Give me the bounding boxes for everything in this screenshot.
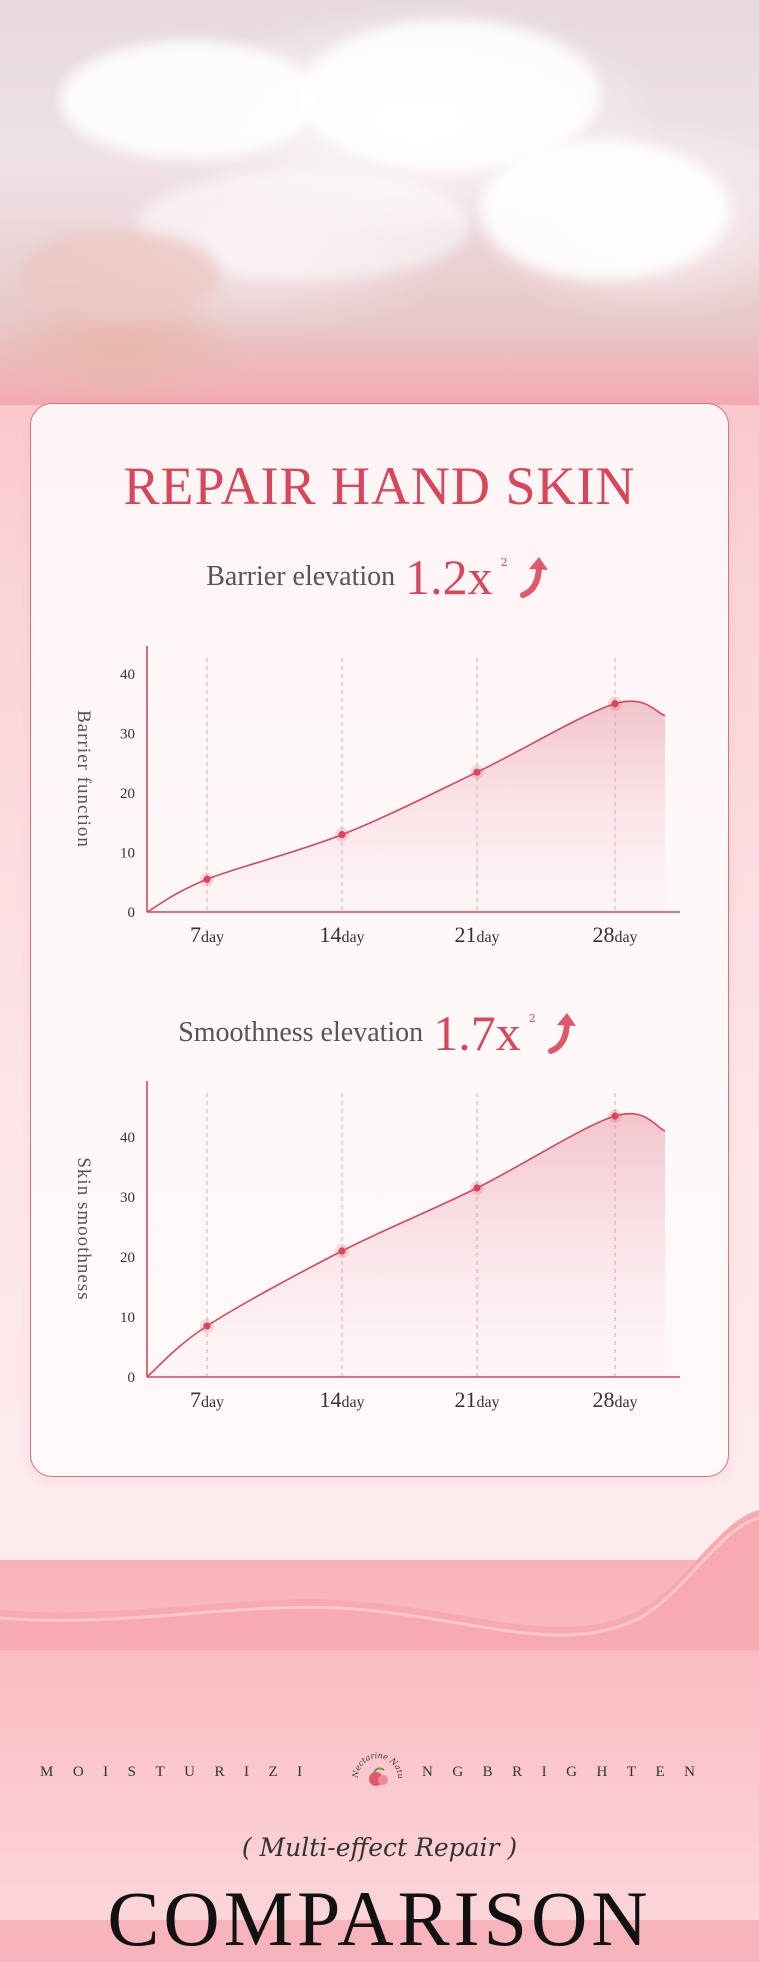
data-point bbox=[203, 1322, 211, 1330]
metric-value: 1.2x bbox=[405, 549, 493, 605]
metric-value: 1.7x bbox=[433, 1005, 521, 1061]
x-tick-label: 21day bbox=[454, 922, 499, 947]
data-point bbox=[338, 1247, 346, 1255]
section-subtitle: ( Multi-effect Repair ) bbox=[241, 1833, 518, 1862]
data-point bbox=[473, 1184, 481, 1192]
section-title: COMPARISON bbox=[107, 1875, 652, 1962]
y-axis-label: Skin smoothness bbox=[73, 1157, 94, 1300]
metric-label: Barrier elevation bbox=[206, 561, 396, 592]
y-tick-label: 40 bbox=[120, 1130, 135, 1146]
arrow-up-icon bbox=[519, 557, 548, 598]
wave-divider bbox=[0, 1510, 759, 1650]
data-point bbox=[203, 875, 211, 883]
brand-text-left: MOISTURIZI bbox=[40, 1764, 322, 1780]
metric-label: Smoothness elevation bbox=[178, 1017, 424, 1048]
chart-skin-smoothness: 0 10 20 30 40 7day 14day 21day 28day Skin smoothn… bbox=[73, 1081, 680, 1412]
y-tick-label: 40 bbox=[120, 667, 135, 683]
hero-foam-image bbox=[0, 0, 759, 405]
x-tick-label: 7day bbox=[190, 922, 224, 947]
data-point bbox=[473, 768, 481, 776]
brand-text-right: NGBRIGHTEN bbox=[422, 1764, 715, 1780]
x-tick-label: 28day bbox=[592, 922, 637, 947]
x-tick-label: 14day bbox=[319, 922, 364, 947]
metric-sup: 2 bbox=[528, 1012, 536, 1025]
y-tick-label: 10 bbox=[120, 846, 135, 862]
metric-barrier: Barrier elevation 1.2x 2 bbox=[0, 548, 759, 606]
y-tick-label: 20 bbox=[120, 786, 135, 802]
y-tick-label: 30 bbox=[120, 727, 135, 743]
y-tick-label: 0 bbox=[128, 905, 136, 921]
y-tick-label: 0 bbox=[128, 1370, 136, 1386]
x-tick-label: 7day bbox=[190, 1387, 224, 1412]
x-tick-label: 28day bbox=[592, 1387, 637, 1412]
y-tick-label: 20 bbox=[120, 1250, 135, 1266]
metric-sup: 2 bbox=[500, 556, 508, 569]
data-point bbox=[611, 700, 619, 708]
metric-smoothness: Smoothness elevation 1.7x 2 bbox=[0, 1004, 759, 1062]
y-axis-label: Barrier function bbox=[73, 710, 94, 848]
card-title: REPAIR HAND SKIN bbox=[123, 456, 636, 516]
data-point bbox=[338, 831, 346, 839]
arrow-up-icon bbox=[547, 1013, 576, 1054]
y-tick-label: 30 bbox=[120, 1190, 135, 1206]
x-tick-label: 21day bbox=[454, 1387, 499, 1412]
brand-logo: Nectarine Nature bbox=[352, 1748, 404, 1786]
chart-barrier-function: 0 10 20 30 40 7day 14day 21day 28day Barrier func… bbox=[73, 646, 680, 947]
y-tick-label: 10 bbox=[120, 1310, 135, 1326]
area-fill bbox=[147, 1113, 665, 1377]
x-tick-label: 14day bbox=[319, 1387, 364, 1412]
data-point bbox=[611, 1112, 619, 1120]
